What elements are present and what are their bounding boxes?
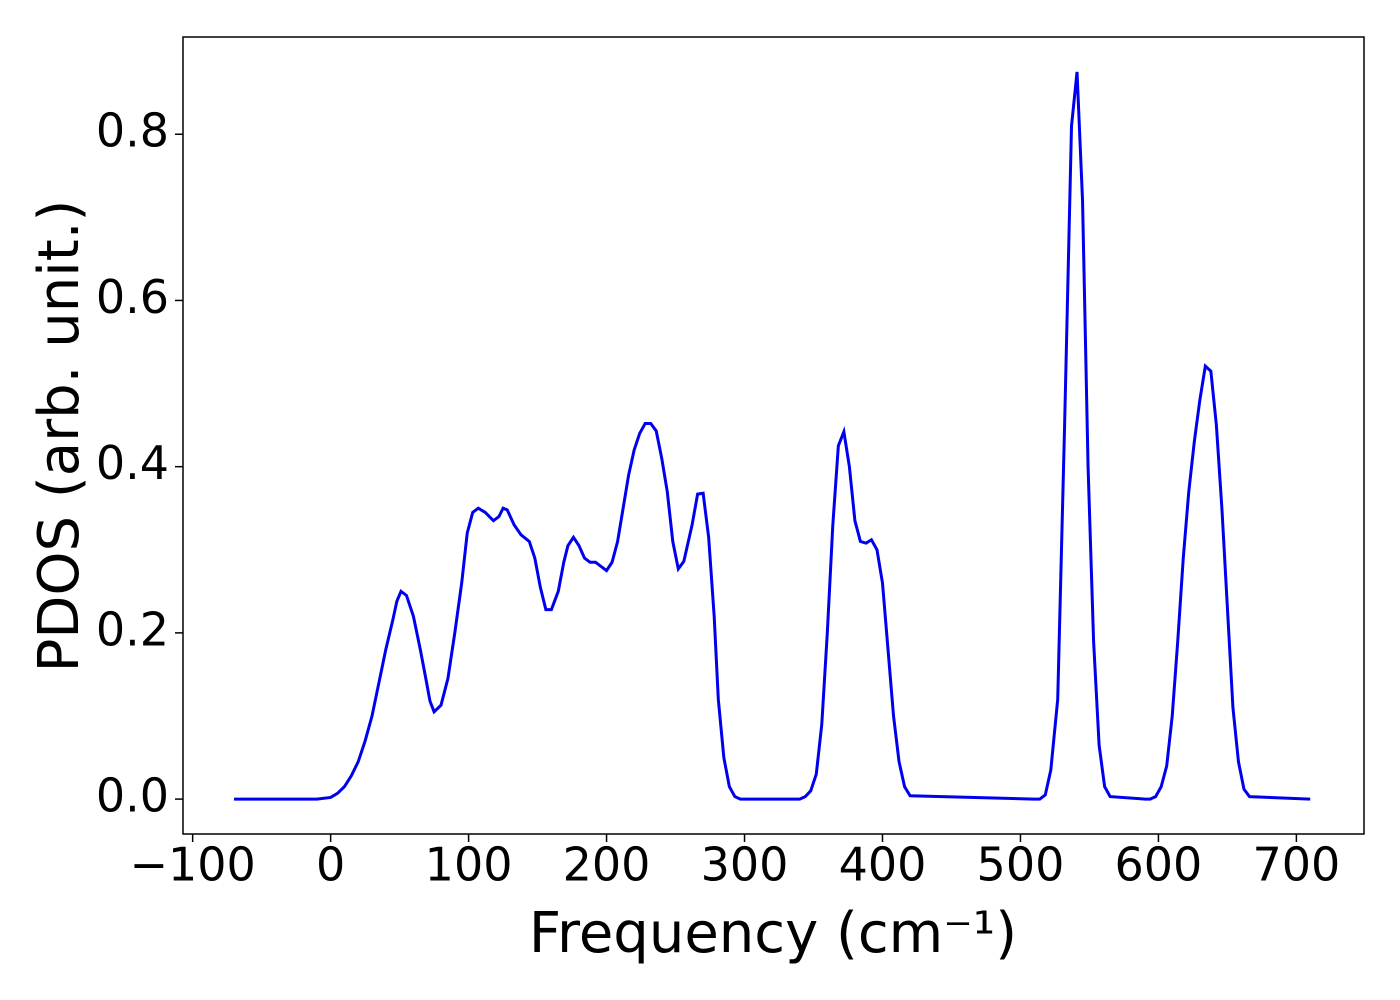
x-tick-label: 400 <box>839 838 927 892</box>
y-tick-label: 0.8 <box>96 104 169 158</box>
x-tick-label: 100 <box>425 838 513 892</box>
data-line <box>234 71 1311 801</box>
y-tick-label: 0.4 <box>96 436 169 490</box>
x-tick-label: 500 <box>977 838 1065 892</box>
y-axis-label: PDOS (arb. unit.) <box>27 200 92 673</box>
x-axis-label: Frequency (cm⁻¹) <box>529 901 1017 966</box>
x-tick-label: 600 <box>1115 838 1203 892</box>
x-tick-label: 700 <box>1252 838 1340 892</box>
x-tick-label: 200 <box>563 838 651 892</box>
x-tick-label: 300 <box>701 838 789 892</box>
x-tick-label: −100 <box>129 838 255 892</box>
plot-frame <box>182 36 1365 835</box>
y-tick-label: 0.0 <box>96 769 169 823</box>
y-tick-label: 0.2 <box>96 602 169 656</box>
x-tick-label: 0 <box>316 838 345 892</box>
y-tick-label: 0.6 <box>96 270 169 324</box>
